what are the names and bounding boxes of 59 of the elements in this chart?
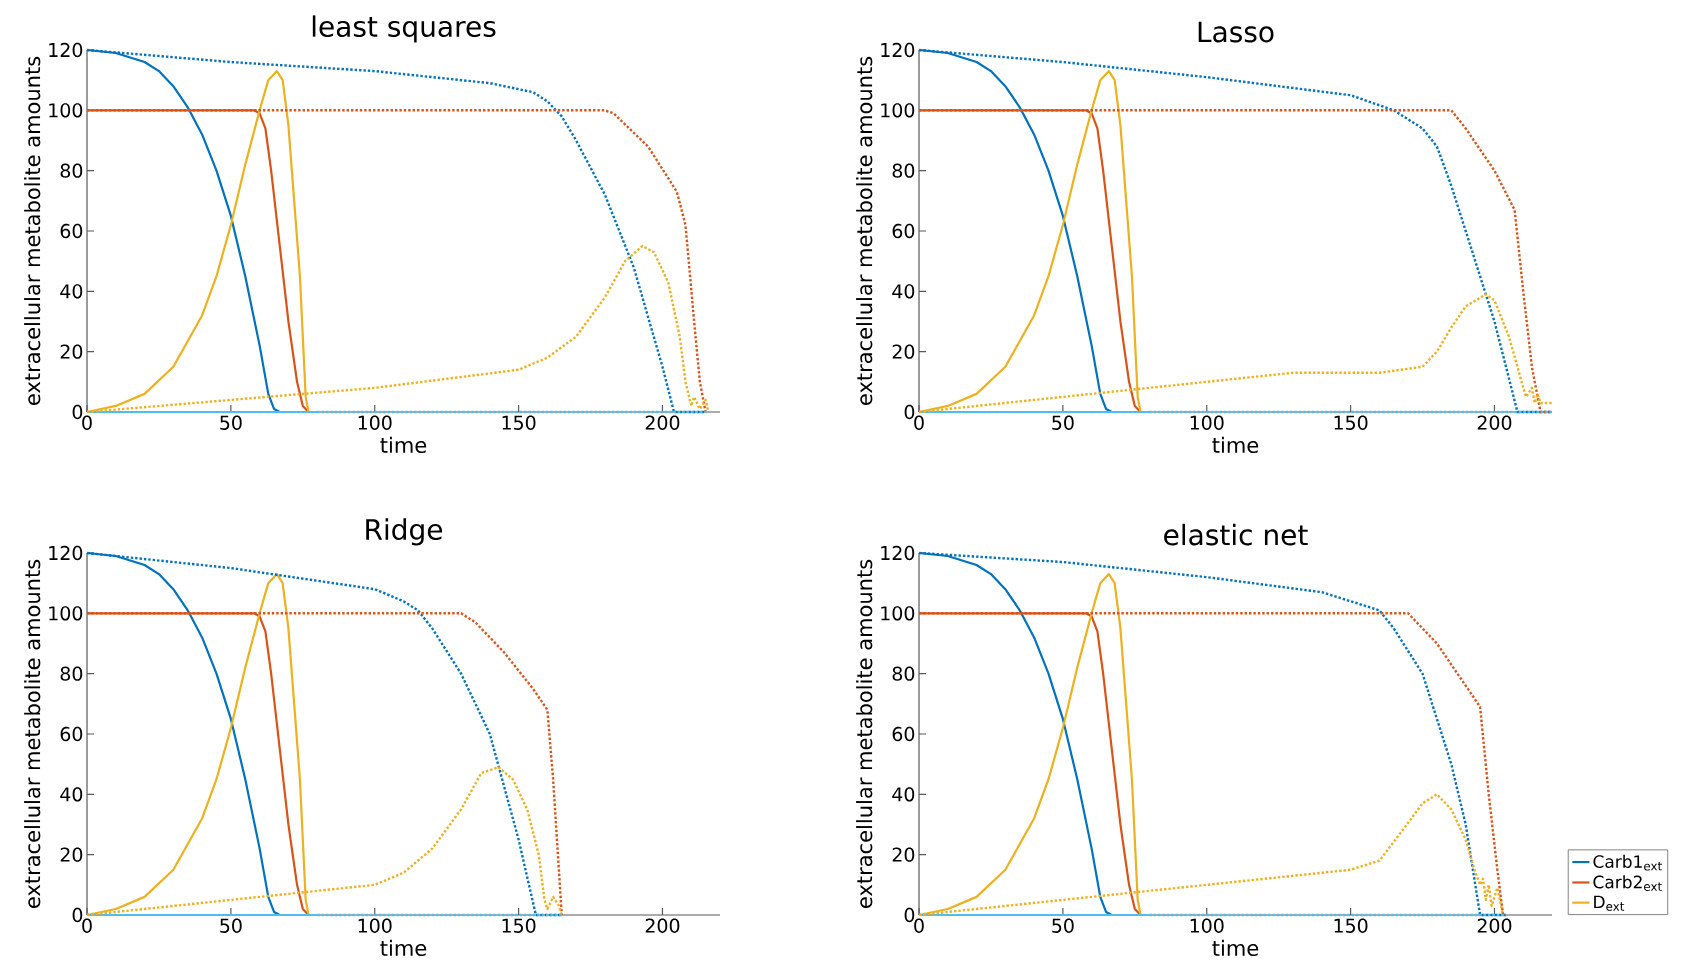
y-tick-label: 0 xyxy=(72,404,83,420)
y-axis-title: extracellular metabolite amounts xyxy=(856,559,873,908)
y-tick-label: 0 xyxy=(904,404,915,420)
x-axis-title: time xyxy=(380,939,427,957)
x-tick-label: 100 xyxy=(1190,415,1224,430)
y-tick-label: 60 xyxy=(60,223,83,239)
y-tick-label: 20 xyxy=(892,847,915,862)
x-tick-label: 100 xyxy=(358,918,392,933)
y-axis-title: extracellular metabolite amounts xyxy=(24,559,41,908)
y-tick-label: 100 xyxy=(881,103,915,118)
y-tick-label: 40 xyxy=(892,284,915,299)
x-axis-title: time xyxy=(380,436,427,454)
x-tick-label: 150 xyxy=(502,415,536,430)
y-tick-label: 60 xyxy=(892,223,915,239)
x-tick-label: 150 xyxy=(1334,918,1368,933)
legend-label: Carb2$_{ext}$ xyxy=(1593,875,1662,891)
x-tick-label: 50 xyxy=(1052,918,1074,933)
y-tick-label: 60 xyxy=(60,726,83,742)
y-tick-label: 40 xyxy=(892,787,915,802)
y-tick-label: 60 xyxy=(892,726,915,742)
x-axis-title: time xyxy=(1212,939,1259,957)
y-tick-label: 120 xyxy=(49,545,83,561)
x-tick-label: 200 xyxy=(1477,415,1512,430)
x-tick-label: 100 xyxy=(1190,918,1224,933)
x-tick-label: 200 xyxy=(1477,918,1512,933)
x-axis-title: time xyxy=(1212,436,1259,454)
y-tick-label: 80 xyxy=(892,163,915,178)
chart-title: Ridge xyxy=(366,518,443,546)
y-tick-label: 80 xyxy=(60,666,83,681)
y-tick-label: 100 xyxy=(881,606,915,621)
y-tick-label: 0 xyxy=(72,907,83,923)
y-tick-label: 20 xyxy=(60,344,83,359)
y-tick-label: 100 xyxy=(49,606,83,621)
legend-label: D$_{ext}$ xyxy=(1594,895,1625,911)
x-tick-label: 100 xyxy=(358,415,392,430)
y-tick-label: 20 xyxy=(60,847,83,862)
x-tick-label: 200 xyxy=(645,415,680,430)
chart-title: Lasso xyxy=(1198,21,1274,43)
y-tick-label: 100 xyxy=(49,103,83,118)
legend-label: Carb1$_{ext}$ xyxy=(1593,854,1662,871)
y-tick-label: 120 xyxy=(881,42,915,58)
y-tick-label: 80 xyxy=(60,163,83,178)
x-tick-label: 50 xyxy=(220,918,242,933)
x-tick-label: 200 xyxy=(645,918,680,933)
x-tick-label: 150 xyxy=(502,918,536,933)
y-tick-label: 20 xyxy=(892,344,915,359)
y-tick-label: 40 xyxy=(60,787,83,802)
x-tick-label: 50 xyxy=(1052,415,1074,430)
x-tick-label: 50 xyxy=(220,415,242,430)
y-tick-label: 120 xyxy=(49,42,83,58)
chart-title: least squares xyxy=(312,15,496,43)
y-axis-title: extracellular metabolite amounts xyxy=(856,56,873,405)
y-tick-label: 40 xyxy=(60,284,83,299)
y-tick-label: 0 xyxy=(904,907,915,923)
chart-title: elastic net xyxy=(1164,523,1308,546)
x-tick-label: 150 xyxy=(1334,415,1368,430)
y-axis-title: extracellular metabolite amounts xyxy=(24,56,41,405)
y-tick-label: 120 xyxy=(881,545,915,561)
y-tick-label: 80 xyxy=(892,666,915,681)
